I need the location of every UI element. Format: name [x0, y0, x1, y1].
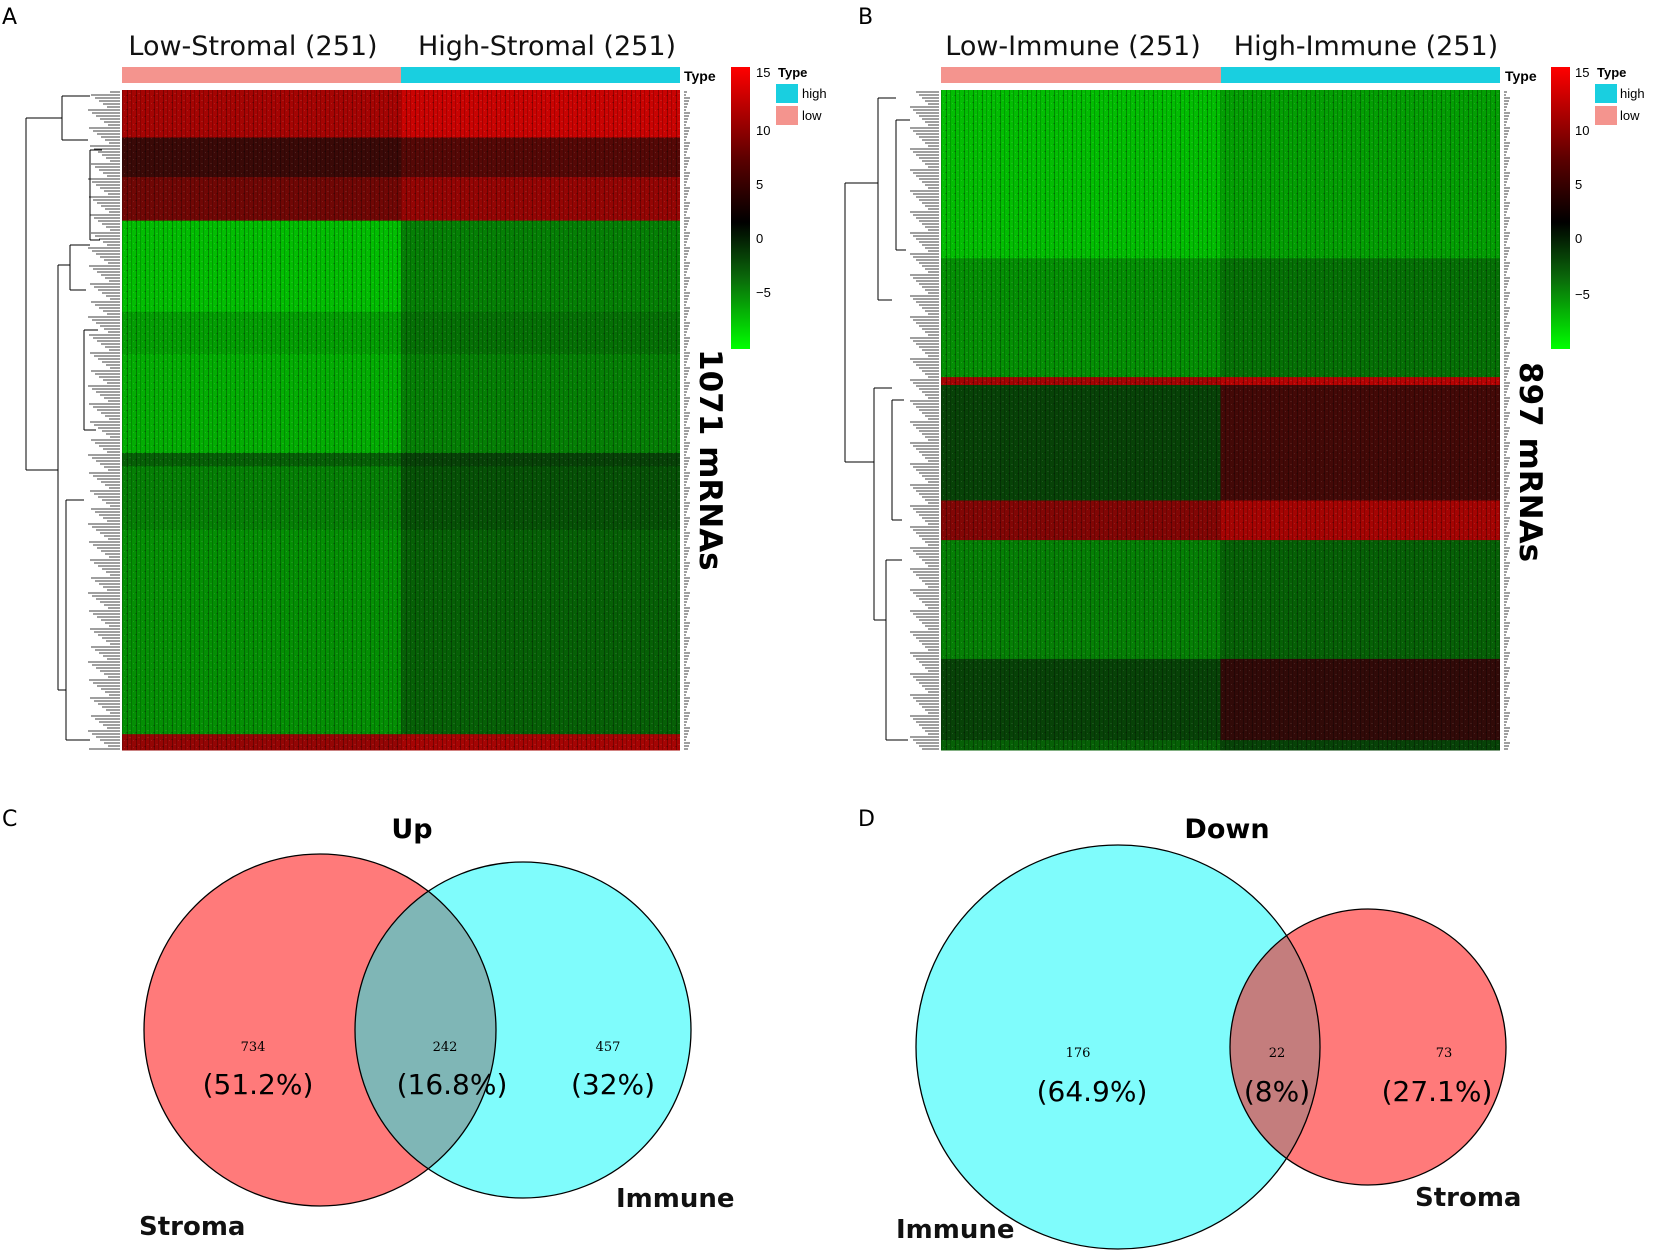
venn-down-immune-label: Immune	[896, 1215, 1015, 1245]
dendrogram-a-branch-1	[61, 95, 90, 141]
dendrogram-b-branch-5	[895, 119, 910, 251]
venn-down-stroma-outline	[1229, 908, 1507, 1186]
venn-down-overlap	[1230, 909, 1320, 1185]
panel-a-row-count-label: 1071 mRNAs	[692, 349, 728, 571]
panel-b-label: B	[858, 5, 873, 30]
venn-up-intersection-pct: (16.8%)	[397, 1068, 508, 1101]
panel-b-colorbar	[1551, 67, 1570, 349]
dendrogram-a-branch-2	[57, 264, 70, 691]
venn-down-intersection-pct: (8%)	[1244, 1075, 1310, 1108]
panel-a-legend-low-swatch	[776, 106, 798, 125]
panel-b: B Low-Immune (251) High-Immune (251) Typ…	[844, 5, 1645, 751]
panel-a-type-label: Type	[684, 68, 716, 84]
row-ticks-a	[684, 91, 690, 750]
venn-down-intersection-count: 22	[1269, 1046, 1286, 1061]
panel-a-colorbar-tick-5: 5	[756, 177, 763, 192]
panel-a-row-ticks	[684, 91, 690, 750]
dendrogram-b-branch-3	[891, 399, 904, 521]
panel-a-dendrogram	[25, 91, 120, 750]
venn-up-overlap	[355, 862, 496, 1198]
panel-a-colorbar-tick-10: 10	[756, 123, 770, 138]
panel-a-legend-high-swatch	[776, 84, 798, 103]
dendrogram-a-branch-3	[69, 244, 90, 291]
panel-b-heatmap-edge	[1500, 90, 1503, 750]
panel-a-legend-title: Type	[778, 65, 807, 80]
venn-down-stroma-label: Stroma	[1415, 1183, 1521, 1213]
panel-c: C Up 734 (51.2%) 242 (16.8%) 457 (32%) S…	[2, 807, 735, 1242]
venn-down-stroma-count: 73	[1436, 1046, 1453, 1061]
panel-b-annotation-high	[1221, 67, 1500, 83]
panel-d: D Down 176 (64.9%) 22 (8%) 73 (27.1%) Im…	[858, 807, 1521, 1250]
panel-b-legend-low-label: low	[1620, 108, 1640, 123]
panel-a-group-high-label: High-Stromal (251)	[418, 31, 676, 62]
venn-up-immune-outline	[354, 861, 692, 1199]
venn-down-immune-circle	[916, 845, 1320, 1249]
panel-a: A Low-Stromal (251) High-Stromal (251) T…	[2, 5, 827, 751]
dendrogram-b-branch-1	[877, 97, 896, 301]
panel-b-colorbar-tick-15: 15	[1575, 65, 1589, 80]
panel-d-label: D	[858, 807, 875, 832]
panel-b-dendrogram	[844, 91, 939, 750]
panel-b-colorbar-tick-10: 10	[1575, 123, 1589, 138]
panel-b-row-ticks	[1504, 91, 1510, 750]
venn-up-stroma-label: Stroma	[139, 1212, 245, 1242]
panel-b-legend-high-swatch	[1595, 84, 1617, 103]
panel-b-group-high-label: High-Immune (251)	[1234, 31, 1498, 62]
panel-a-label: A	[2, 5, 17, 30]
panel-c-label: C	[2, 807, 17, 832]
venn-up-title: Up	[391, 814, 432, 845]
venn-down-immune-pct: (64.9%)	[1037, 1075, 1148, 1108]
venn-up-immune-label: Immune	[616, 1184, 735, 1214]
dendrogram-b-branch-0	[844, 182, 878, 463]
panel-b-colorbar-tick-5: 5	[1575, 177, 1582, 192]
dendrogram-b-branch-2	[873, 387, 892, 621]
venn-down-stroma-pct: (27.1%)	[1382, 1075, 1493, 1108]
panel-a-legend-high-label: high	[802, 86, 827, 101]
panel-a-annotation-high	[401, 67, 680, 83]
venn-up-stroma-pct: (51.2%)	[203, 1068, 314, 1101]
dendrogram-a-leaves	[88, 91, 120, 750]
panel-b-annotation-low	[941, 67, 1221, 83]
panel-b-legend-title: Type	[1597, 65, 1626, 80]
venn-down-immune-outline	[915, 844, 1321, 1250]
row-ticks-b	[1504, 91, 1510, 750]
panel-a-colorbar-tick-0: 0	[756, 231, 763, 246]
panel-a-legend-low-label: low	[802, 108, 822, 123]
dendrogram-b-leaves	[910, 91, 939, 750]
panel-a-colorbar-tick-neg5: −5	[756, 285, 771, 300]
venn-up-immune-count: 457	[596, 1040, 621, 1055]
dendrogram-a-branch-6	[89, 149, 102, 241]
panel-a-colorbar	[731, 67, 750, 349]
dendrogram-a-branch-5	[83, 329, 98, 431]
panel-b-heatmap-texture	[941, 90, 1500, 750]
venn-up-stroma-count: 734	[241, 1040, 266, 1055]
venn-up-immune-pct: (32%)	[571, 1068, 655, 1101]
venn-up-stroma-outline	[143, 853, 497, 1207]
panel-a-annotation-low	[122, 67, 401, 83]
venn-down-title: Down	[1184, 814, 1269, 845]
dendrogram-a-branch-0	[25, 117, 62, 471]
panel-b-colorbar-tick-0: 0	[1575, 231, 1582, 246]
panel-a-colorbar-tick-15: 15	[756, 65, 770, 80]
panel-a-heatmap-texture	[122, 90, 680, 750]
dendrogram-b-branch-4	[885, 559, 908, 741]
venn-down-immune-count: 176	[1066, 1046, 1091, 1061]
dendrogram-a-branch-4	[65, 499, 90, 741]
panel-b-type-label: Type	[1505, 68, 1537, 84]
panel-a-group-low-label: Low-Stromal (251)	[128, 31, 377, 62]
panel-b-group-low-label: Low-Immune (251)	[945, 31, 1201, 62]
panel-b-colorbar-tick-neg5: −5	[1575, 287, 1590, 302]
panel-b-row-count-label: 897 mRNAs	[1512, 362, 1548, 562]
venn-up-intersection-count: 242	[433, 1040, 458, 1055]
panel-b-legend-high-label: high	[1620, 86, 1645, 101]
panel-b-legend-low-swatch	[1595, 106, 1617, 125]
